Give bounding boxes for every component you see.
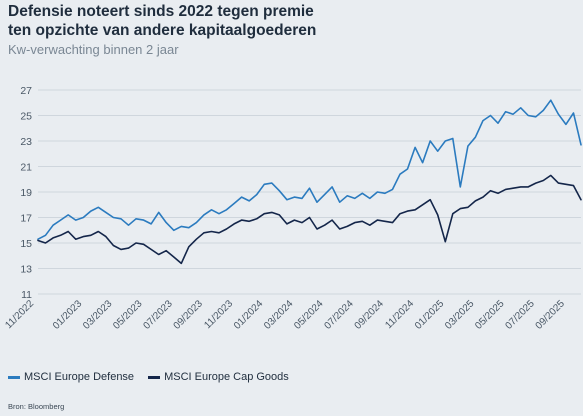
x-tick-label: 09/2025: [534, 298, 568, 332]
x-tick-label: 05/2024: [292, 298, 326, 332]
legend-swatch-capgoods: [148, 375, 161, 379]
x-tick-label: 11/2023: [202, 298, 235, 331]
legend-item-capgoods: MSCI Europe Cap Goods: [148, 371, 289, 383]
x-tick-label: 01/2024: [232, 298, 266, 332]
series-line-capgoods: [37, 174, 582, 265]
y-tick-label: 19: [20, 187, 32, 199]
x-tick-label: 01/2025: [413, 298, 447, 332]
legend-swatch-defense: [8, 375, 20, 379]
x-tick-label: 05/2023: [111, 298, 145, 332]
x-tick-label: 07/2025: [503, 298, 537, 332]
y-tick-label: 15: [20, 238, 32, 250]
series-line-defense: [37, 99, 582, 240]
legend-label-defense: MSCI Europe Defense: [24, 371, 135, 383]
x-tick-label: 09/2023: [172, 298, 206, 332]
chart-title: Defensie noteert sinds 2022 tegen premie…: [8, 2, 568, 40]
y-tick-label: 27: [20, 85, 32, 97]
x-tick-label: 03/2023: [81, 298, 115, 332]
y-tick-label: 13: [20, 264, 32, 276]
x-tick-label: 03/2025: [443, 298, 477, 332]
y-tick-label: 11: [21, 289, 32, 301]
x-tick-label: 11/2024: [383, 298, 416, 331]
x-tick-label: 01/2023: [51, 298, 85, 332]
y-tick-label: 23: [20, 136, 32, 148]
x-tick-label: 07/2024: [322, 298, 356, 332]
x-tick-label: 09/2024: [353, 298, 387, 332]
chart-subtitle: Kw-verwachting binnen 2 jaar: [8, 42, 179, 57]
y-tick-label: 17: [20, 213, 32, 225]
x-tick-label: 05/2025: [473, 298, 507, 332]
x-tick-label: 11/2022: [3, 298, 36, 331]
y-tick-label: 21: [20, 162, 32, 174]
legend-label-capgoods: MSCI Europe Cap Goods: [164, 371, 289, 383]
x-tick-label: 03/2024: [262, 298, 296, 332]
legend-item-defense: MSCI Europe Defense: [8, 371, 134, 383]
chart-title-line1: Defensie noteert sinds 2022 tegen premie: [8, 3, 314, 20]
source-note: Bron: Bloomberg: [8, 402, 65, 411]
x-tick-label: 07/2023: [141, 298, 175, 332]
chart-title-line2: ten opzichte van andere kapitaalgoederen: [8, 22, 317, 39]
chart-legend: MSCI Europe Defense MSCI Europe Cap Good…: [8, 371, 289, 383]
y-tick-label: 25: [20, 111, 32, 123]
